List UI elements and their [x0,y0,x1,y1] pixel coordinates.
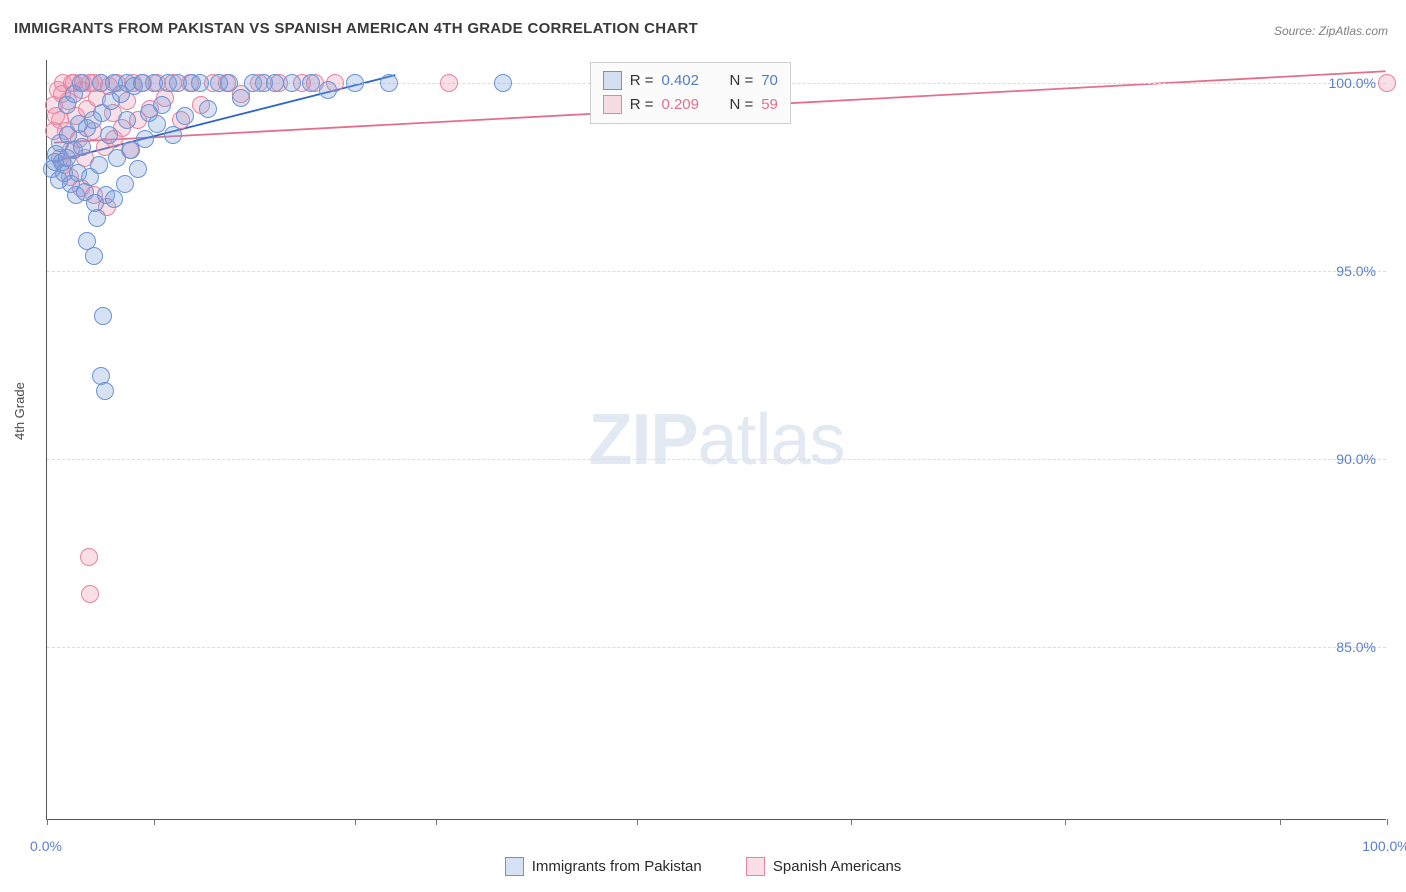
scatter-point [266,74,284,92]
gridline-horizontal [47,647,1386,648]
scatter-point [105,190,123,208]
scatter-point [494,74,512,92]
scatter-point [220,74,238,92]
gridline-horizontal [47,459,1386,460]
stats-r-value: 0.209 [661,93,713,117]
scatter-point [380,74,398,92]
x-tick-label: 0.0% [30,838,62,854]
scatter-point [129,160,147,178]
stats-r-label: R = [630,69,654,93]
bottom-legend: Immigrants from Pakistan Spanish America… [0,857,1406,880]
scatter-point [80,548,98,566]
x-tick [154,819,155,825]
x-tick [1387,819,1388,825]
scatter-point [153,96,171,114]
legend-swatch-pink [746,857,765,876]
legend-swatch-blue [505,857,524,876]
scatter-point [283,74,301,92]
stats-n-value: 59 [761,93,778,117]
scatter-point [440,74,458,92]
scatter-point [88,209,106,227]
scatter-point [118,74,136,92]
x-tick [637,819,638,825]
x-tick [1065,819,1066,825]
x-tick-label: 100.0% [1362,838,1406,854]
scatter-point [90,156,108,174]
scatter-point [118,111,136,129]
stats-row: R = 0.209 N = 59 [603,93,778,117]
y-tick-label: 90.0% [1336,451,1376,467]
x-tick [436,819,437,825]
scatter-point [96,382,114,400]
stats-n-label: N = [729,93,753,117]
correlation-stats-box: R = 0.402 N = 70 R = 0.209 N = 59 [590,62,791,124]
source-attribution: Source: ZipAtlas.com [1274,24,1388,38]
y-tick-label: 95.0% [1336,263,1376,279]
scatter-point [72,74,90,92]
stats-n-value: 70 [761,69,778,93]
scatter-point [164,126,182,144]
legend-item-blue: Immigrants from Pakistan [505,857,702,876]
scatter-point [94,307,112,325]
y-axis-label: 4th Grade [12,382,27,440]
scatter-point [176,107,194,125]
scatter-point [1378,74,1396,92]
stats-row: R = 0.402 N = 70 [603,69,778,93]
stats-r-label: R = [630,93,654,117]
scatter-point [319,81,337,99]
x-tick [47,819,48,825]
stats-n-label: N = [729,69,753,93]
gridline-horizontal [47,271,1386,272]
stats-r-value: 0.402 [661,69,713,93]
legend-label-blue: Immigrants from Pakistan [532,858,702,875]
x-tick [355,819,356,825]
y-tick-label: 85.0% [1336,639,1376,655]
stats-swatch [603,95,622,114]
scatter-point [232,89,250,107]
scatter-point [346,74,364,92]
scatter-point [116,175,134,193]
scatter-point [73,138,91,156]
scatter-point [85,247,103,265]
scatter-point [136,130,154,148]
chart-title: IMMIGRANTS FROM PAKISTAN VS SPANISH AMER… [14,20,698,37]
scatter-point [148,115,166,133]
scatter-point [81,585,99,603]
scatter-point [199,100,217,118]
watermark-text: ZIPatlas [588,399,844,481]
x-tick [1280,819,1281,825]
scatter-point [302,74,320,92]
plot-area: ZIPatlas 85.0% 90.0% 95.0% 100.0% R = 0.402 N … [46,60,1386,820]
stats-swatch [603,71,622,90]
y-tick-label: 100.0% [1329,75,1376,91]
legend-item-pink: Spanish Americans [746,857,901,876]
trend-lines-layer [47,60,1386,819]
x-tick [851,819,852,825]
scatter-point [100,126,118,144]
scatter-point [191,74,209,92]
legend-label-pink: Spanish Americans [773,858,901,875]
